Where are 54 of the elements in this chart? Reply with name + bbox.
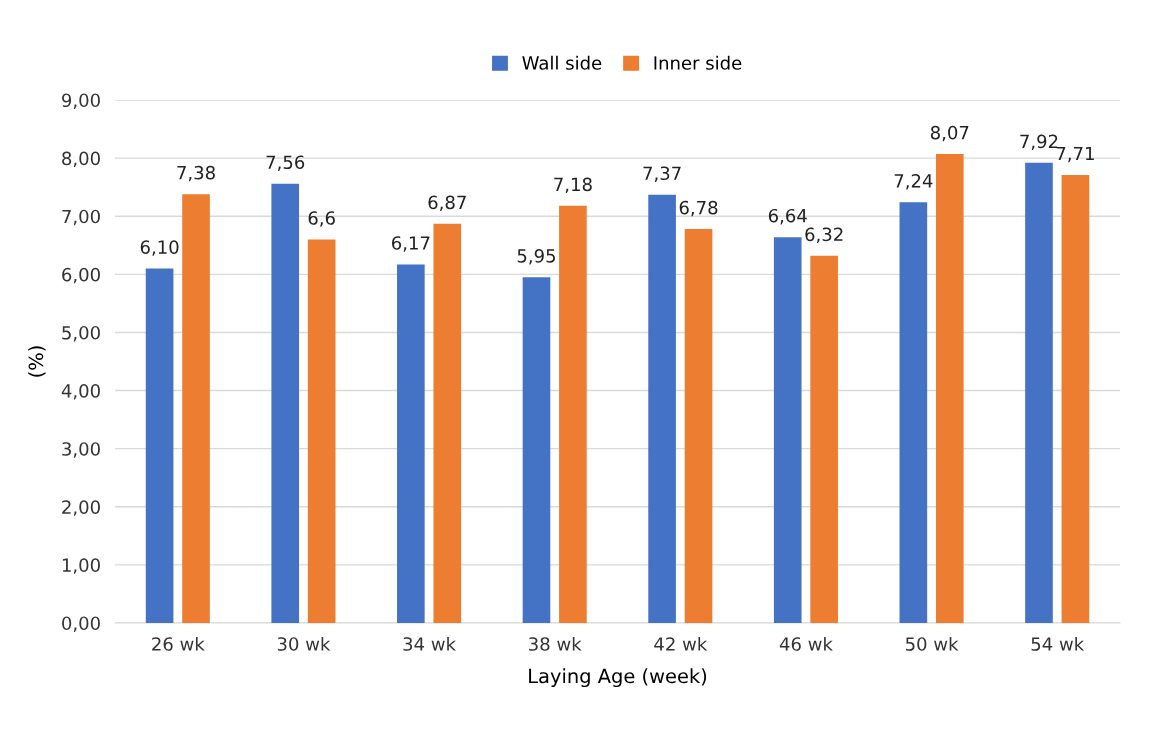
- bar: [648, 194, 676, 623]
- y-tick-label: 7,00: [62, 209, 100, 226]
- data-label: 6,17: [392, 236, 430, 252]
- y-axis-title: (%): [28, 346, 46, 377]
- y-tick-label: 0,00: [62, 616, 100, 632]
- data-label: 7,37: [643, 166, 681, 182]
- bar: [1061, 174, 1090, 623]
- x-tick-label: 38 wk: [529, 636, 582, 651]
- bar: [810, 255, 838, 623]
- bar: [271, 183, 300, 623]
- data-label: 6,32: [805, 227, 843, 243]
- y-tick-label: 5,00: [62, 325, 100, 342]
- bar: [684, 229, 713, 623]
- bar: [145, 268, 174, 623]
- data-label: 8,07: [930, 125, 969, 142]
- data-label: 7,24: [894, 174, 933, 190]
- y-tick-label: 2,00: [62, 500, 100, 516]
- data-label: 5,95: [517, 248, 555, 265]
- x-tick-label: 54 wk: [1031, 636, 1085, 651]
- x-tick-label: 46 wk: [779, 636, 833, 651]
- data-label: 7,56: [266, 155, 305, 171]
- y-tick-label: 4,00: [61, 384, 100, 400]
- data-label: 7,92: [1020, 134, 1058, 150]
- bar: [397, 264, 425, 623]
- bar: [559, 205, 587, 623]
- data-label: 6,6: [308, 211, 335, 227]
- x-tick-label: 26 wk: [152, 636, 205, 651]
- x-axis-title: Laying Age (week): [529, 668, 707, 688]
- data-label: 7,18: [554, 177, 592, 193]
- y-tick-label: 3,00: [62, 442, 100, 458]
- bar: [307, 239, 336, 623]
- legend-label: Wall side: [522, 55, 602, 70]
- y-tick-label: 9,00: [62, 93, 100, 109]
- y-tick-label: 1,00: [62, 558, 100, 574]
- data-label: 7,38: [177, 165, 215, 182]
- bar: [935, 154, 964, 623]
- bar: [182, 194, 210, 623]
- data-label: 6,78: [679, 200, 718, 217]
- y-tick-label: 8,00: [62, 151, 100, 168]
- data-label: 6,10: [140, 240, 179, 256]
- data-label: 6,64: [768, 208, 807, 225]
- legend-label: Inner side: [654, 55, 742, 70]
- x-tick-label: 42 wk: [654, 636, 708, 651]
- data-label: 7,71: [1056, 146, 1094, 163]
- bar: [1025, 162, 1053, 623]
- bar: [433, 223, 462, 623]
- y-tick-label: 6,00: [62, 267, 100, 284]
- bar: [773, 237, 802, 623]
- x-tick-label: 34 wk: [403, 636, 456, 651]
- bar: [522, 277, 551, 623]
- bar: [899, 202, 928, 623]
- x-tick-label: 30 wk: [277, 636, 331, 651]
- data-label: 6,87: [428, 195, 466, 212]
- x-tick-label: 50 wk: [905, 636, 959, 651]
